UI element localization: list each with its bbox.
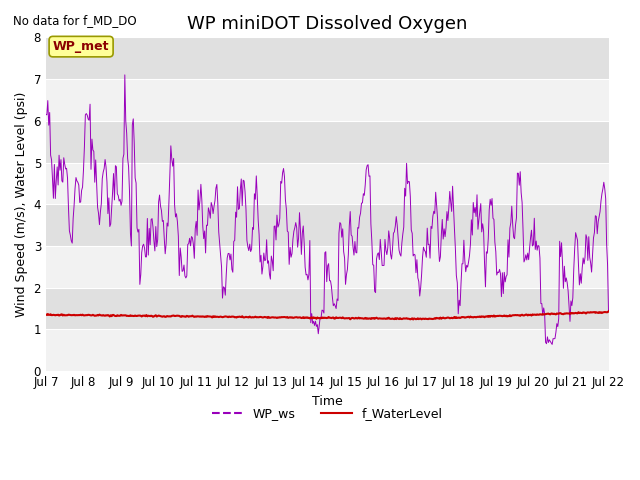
Bar bbox=[46, 121, 609, 163]
Text: No data for f_MD_DO: No data for f_MD_DO bbox=[13, 14, 136, 27]
Text: WP_met: WP_met bbox=[53, 40, 109, 53]
Bar bbox=[46, 163, 609, 204]
Bar bbox=[46, 246, 609, 288]
Legend: WP_ws, f_WaterLevel: WP_ws, f_WaterLevel bbox=[207, 402, 448, 425]
Title: WP miniDOT Dissolved Oxygen: WP miniDOT Dissolved Oxygen bbox=[187, 15, 467, 33]
Y-axis label: Wind Speed (m/s), Water Level (psi): Wind Speed (m/s), Water Level (psi) bbox=[15, 92, 28, 317]
Bar bbox=[46, 329, 609, 371]
Bar bbox=[46, 204, 609, 246]
Bar bbox=[46, 37, 609, 79]
X-axis label: Time: Time bbox=[312, 395, 342, 408]
Bar bbox=[46, 79, 609, 121]
Bar bbox=[46, 288, 609, 329]
